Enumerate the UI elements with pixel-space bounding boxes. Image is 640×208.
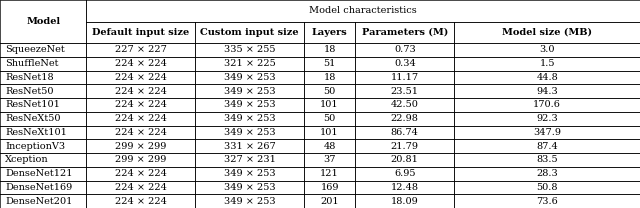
Text: 201: 201	[320, 197, 339, 206]
Text: 169: 169	[321, 183, 339, 192]
Text: DenseNet201: DenseNet201	[5, 197, 72, 206]
Text: 73.6: 73.6	[536, 197, 558, 206]
Text: 349 × 253: 349 × 253	[224, 114, 275, 123]
Text: Custom input size: Custom input size	[200, 28, 299, 37]
Text: 349 × 253: 349 × 253	[224, 73, 275, 82]
Text: 42.50: 42.50	[391, 100, 419, 109]
Text: ResNeXt101: ResNeXt101	[5, 128, 67, 137]
Text: 0.34: 0.34	[394, 59, 415, 68]
Text: 335 × 255: 335 × 255	[224, 45, 275, 54]
Text: ShuffleNet: ShuffleNet	[5, 59, 59, 68]
Text: 101: 101	[320, 128, 339, 137]
Text: 50: 50	[323, 87, 336, 96]
Text: Model size (MB): Model size (MB)	[502, 28, 592, 37]
Text: InceptionV3: InceptionV3	[5, 142, 65, 151]
Text: Model characteristics: Model characteristics	[309, 6, 417, 15]
Text: 349 × 253: 349 × 253	[224, 197, 275, 206]
Text: 92.3: 92.3	[536, 114, 558, 123]
Text: DenseNet121: DenseNet121	[5, 169, 72, 178]
Text: 22.98: 22.98	[391, 114, 419, 123]
Text: 18: 18	[323, 73, 336, 82]
Text: 20.81: 20.81	[391, 155, 419, 164]
Text: 170.6: 170.6	[533, 100, 561, 109]
Text: 48: 48	[323, 142, 336, 151]
Text: 349 × 253: 349 × 253	[224, 183, 275, 192]
Text: 224 × 224: 224 × 224	[115, 114, 167, 123]
Text: 18.09: 18.09	[391, 197, 419, 206]
Text: 83.5: 83.5	[536, 155, 558, 164]
Text: ResNet50: ResNet50	[5, 87, 54, 96]
Text: 331 × 267: 331 × 267	[224, 142, 275, 151]
Text: 87.4: 87.4	[536, 142, 558, 151]
Text: 224 × 224: 224 × 224	[115, 59, 167, 68]
Text: 21.79: 21.79	[391, 142, 419, 151]
Text: 12.48: 12.48	[391, 183, 419, 192]
Text: 224 × 224: 224 × 224	[115, 169, 167, 178]
Text: 37: 37	[323, 155, 336, 164]
Text: 101: 101	[320, 100, 339, 109]
Text: 224 × 224: 224 × 224	[115, 183, 167, 192]
Text: 1.5: 1.5	[540, 59, 555, 68]
Text: ResNet18: ResNet18	[5, 73, 54, 82]
Text: Model: Model	[26, 17, 60, 26]
Text: 28.3: 28.3	[536, 169, 558, 178]
Text: 50: 50	[323, 114, 336, 123]
Text: Xception: Xception	[5, 155, 49, 164]
Text: 94.3: 94.3	[536, 87, 558, 96]
Text: 349 × 253: 349 × 253	[224, 100, 275, 109]
Text: 321 × 225: 321 × 225	[224, 59, 275, 68]
Text: 6.95: 6.95	[394, 169, 415, 178]
Text: 224 × 224: 224 × 224	[115, 197, 167, 206]
Text: 327 × 231: 327 × 231	[223, 155, 276, 164]
Text: 18: 18	[323, 45, 336, 54]
Text: Parameters (M): Parameters (M)	[362, 28, 448, 37]
Text: 224 × 224: 224 × 224	[115, 73, 167, 82]
Text: 0.73: 0.73	[394, 45, 415, 54]
Text: 224 × 224: 224 × 224	[115, 100, 167, 109]
Text: 121: 121	[320, 169, 339, 178]
Text: 227 × 227: 227 × 227	[115, 45, 167, 54]
Text: 3.0: 3.0	[540, 45, 555, 54]
Text: Default input size: Default input size	[92, 28, 189, 37]
Text: DenseNet169: DenseNet169	[5, 183, 72, 192]
Text: 44.8: 44.8	[536, 73, 558, 82]
Text: 86.74: 86.74	[391, 128, 419, 137]
Text: 349 × 253: 349 × 253	[224, 128, 275, 137]
Text: 11.17: 11.17	[391, 73, 419, 82]
Text: Layers: Layers	[312, 28, 348, 37]
Text: 23.51: 23.51	[391, 87, 419, 96]
Text: 299 × 299: 299 × 299	[115, 155, 166, 164]
Text: 299 × 299: 299 × 299	[115, 142, 166, 151]
Text: 51: 51	[323, 59, 336, 68]
Text: 349 × 253: 349 × 253	[224, 87, 275, 96]
Text: 224 × 224: 224 × 224	[115, 87, 167, 96]
Text: 347.9: 347.9	[533, 128, 561, 137]
Text: 50.8: 50.8	[536, 183, 558, 192]
Text: 224 × 224: 224 × 224	[115, 128, 167, 137]
Text: ResNet101: ResNet101	[5, 100, 60, 109]
Text: SqueezeNet: SqueezeNet	[5, 45, 65, 54]
Text: ResNeXt50: ResNeXt50	[5, 114, 61, 123]
Text: 349 × 253: 349 × 253	[224, 169, 275, 178]
